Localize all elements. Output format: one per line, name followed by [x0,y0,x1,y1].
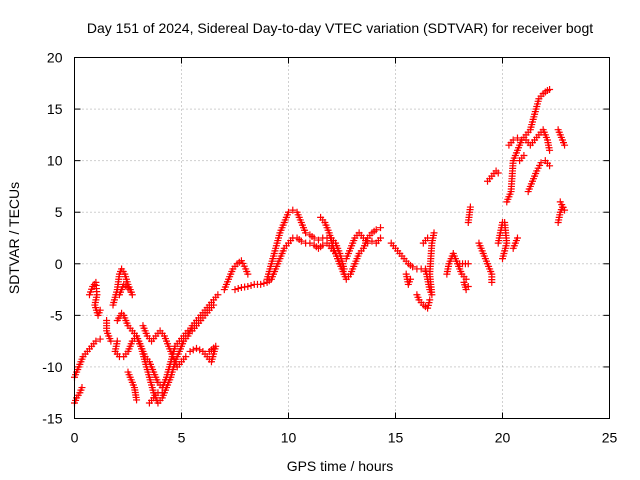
data-point [247,281,255,289]
data-point [426,296,434,304]
data-point [302,229,310,237]
data-point [314,236,322,244]
data-point [306,239,314,247]
y-tick-labels: -15 -10 -5 0 5 10 15 20 [42,50,62,427]
data-point [509,136,517,144]
data-point [466,203,474,211]
data-point [96,306,104,314]
y-tick-label: 15 [47,101,63,117]
axis-ticks [74,57,610,419]
data-point [520,151,528,159]
data-point [107,337,115,345]
data-point [285,208,292,216]
data-point [196,346,204,354]
data-point [372,226,380,234]
data-point [92,337,100,345]
y-tick-label: 20 [47,50,63,66]
data-point [430,229,438,237]
data-point [244,270,252,278]
data-points [71,85,569,407]
chart-title: Day 151 of 2024, Sidereal Day-to-day VTE… [87,20,593,36]
grid-lines [74,57,610,419]
y-tick-label: -5 [50,307,63,323]
y-tick-label: 0 [55,256,63,272]
data-point [205,347,213,355]
data-point [234,285,242,293]
data-point [231,286,239,294]
data-point [257,280,265,288]
data-point [488,278,496,286]
data-point [319,241,327,249]
data-point [546,85,554,93]
data-point [214,291,222,299]
data-point [210,301,218,309]
y-tick-label: -15 [42,411,62,427]
data-point [364,239,372,247]
data-point [537,159,545,167]
data-point [368,237,376,245]
x-tick-label: 0 [71,430,79,446]
data-point [260,279,268,287]
data-point [556,198,564,206]
data-point [115,291,123,299]
data-point [377,234,385,242]
data-point [494,169,502,177]
data-point [189,346,197,354]
data-point [133,396,141,404]
data-point [546,162,554,170]
data-point [244,282,252,290]
y-tick-label: 5 [55,204,63,220]
data-point [464,260,472,268]
data-point [513,234,521,242]
data-point [158,389,166,397]
data-point [297,237,305,245]
data-point [289,206,297,214]
data-point [310,234,318,242]
data-point [182,353,190,361]
y-tick-label: -10 [42,359,62,375]
x-tick-label: 10 [281,430,297,446]
x-tick-label: 25 [602,430,618,446]
data-point [96,335,104,343]
data-point [409,263,417,271]
data-point [513,134,521,142]
y-tick-label: 10 [47,153,63,169]
y-axis-label: SDTVAR / TECUs [6,182,22,294]
x-tick-label: 15 [388,430,404,446]
data-point [78,384,86,392]
x-tick-labels: 0 5 10 15 20 25 [71,430,618,446]
data-point [192,344,200,352]
plot-frame [74,57,610,419]
x-tick-label: 5 [178,430,186,446]
x-axis-label: GPS time / hours [287,458,394,474]
data-point [424,234,432,242]
data-point [406,275,414,283]
data-point [464,282,472,290]
data-point [377,224,385,232]
x-tick-label: 20 [495,430,511,446]
data-point [499,255,506,263]
data-point [546,146,554,154]
data-point [561,141,569,149]
data-point [186,347,194,355]
